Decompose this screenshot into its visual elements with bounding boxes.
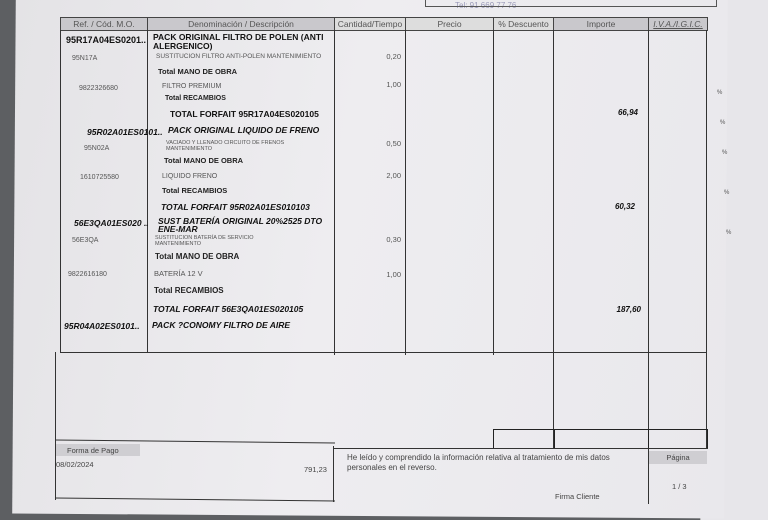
margin-mark: % — [720, 120, 726, 126]
col-desc: Denominación / Descripción — [147, 17, 335, 31]
row-total: Total MANO DE OBRA — [155, 252, 240, 261]
row-total: Total RECAMBIOS — [154, 286, 224, 295]
col-ref: Ref. / Cód. M.O. — [60, 17, 148, 31]
row-total: Total MANO DE OBRA — [158, 67, 238, 76]
payment-date: 08/02/2024 — [56, 460, 94, 469]
row-ref: 95R17A04ES0201.. — [66, 35, 147, 45]
header-phone: Tel: 91 669 77 76 — [455, 1, 517, 10]
rule — [60, 30, 61, 352]
row-desc: BATERÍA 12 V — [154, 269, 203, 278]
payment-amount: 791,23 — [304, 465, 327, 474]
row-qty: 0,30 — [386, 235, 401, 244]
row-amount: 66,94 — [617, 108, 638, 117]
row-total: Total RECAMBIOS — [165, 95, 226, 102]
row-forfait: TOTAL FORFAIT 95R02A01ES010103 — [161, 202, 310, 212]
col-qty: Cantidad/Tiempo — [334, 17, 406, 31]
row-desc: PACK ?CONOMY FILTRO DE AIRE — [152, 320, 291, 330]
row-qty: 1,00 — [386, 270, 401, 279]
row-desc: SUSTITUCION FILTRO ANTI-POLEN MANTENIMIE… — [156, 53, 322, 60]
row-ref: 95R02A01ES0101.. — [87, 127, 163, 137]
rule — [333, 448, 708, 449]
row-ref: 95R04A02ES0101.. — [64, 321, 140, 331]
margin-mark: % — [717, 90, 723, 96]
row-desc: VACIADO Y LLENADO CIRCUITO DE FRENOS MAN… — [166, 140, 285, 152]
row-qty: 0,50 — [386, 139, 401, 148]
row-amount: 60,32 — [614, 202, 635, 211]
row-desc: SUSTITUCION BATERÍA DE SERVICIO MANTENIM… — [155, 235, 254, 247]
rule — [553, 30, 554, 448]
rule — [405, 30, 406, 355]
payment-label: Forma de Pago — [67, 446, 119, 455]
margin-mark: % — [726, 230, 732, 236]
col-vat: I.V.A./I.G.I.C. — [648, 17, 708, 31]
row-qty: 1,00 — [386, 80, 401, 89]
row-desc: PACK ORIGINAL FILTRO DE POLEN (ANTI ALER… — [153, 32, 324, 51]
total-box — [554, 429, 649, 449]
row-desc: SUST BATERÍA ORIGINAL 20%2525 DTO ENE-MA… — [158, 216, 323, 234]
row-desc: PACK ORIGINAL LIQUIDO DE FRENO — [168, 125, 320, 135]
rule — [55, 352, 56, 500]
row-desc: LIQUIDO FRENO — [162, 173, 218, 180]
rule — [648, 448, 649, 504]
margin-mark: % — [722, 150, 728, 156]
rule — [648, 30, 649, 448]
row-total: Total MANO DE OBRA — [164, 156, 244, 165]
rule — [333, 446, 334, 502]
row-ref: 56E3QA — [72, 237, 99, 244]
page-label: Página — [649, 451, 707, 464]
row-ref: 9822616180 — [68, 271, 107, 278]
total-box — [648, 429, 708, 449]
row-ref: 95N02A — [84, 145, 110, 152]
page-value: 1 / 3 — [672, 482, 687, 491]
row-qty: 2,00 — [386, 171, 401, 180]
rule — [493, 30, 494, 355]
row-ref: 1610725580 — [80, 174, 119, 181]
col-amount: Importe — [553, 17, 649, 31]
signature-label: Firma Cliente — [555, 492, 600, 501]
row-amount: 187,60 — [616, 305, 641, 314]
row-desc: FILTRO PREMIUM — [162, 83, 222, 90]
margin-mark: % — [724, 190, 730, 196]
rule — [334, 30, 335, 355]
row-forfait: TOTAL FORFAIT 56E3QA01ES020105 — [153, 304, 304, 314]
total-box — [493, 429, 555, 449]
row-ref: 95N17A — [72, 55, 98, 62]
col-price: Precio — [405, 17, 494, 31]
header-box — [425, 0, 717, 7]
row-qty: 0,20 — [386, 52, 401, 61]
col-discount: % Descuento — [493, 17, 554, 31]
row-ref: 56E3QA01ES020 .. — [74, 218, 149, 228]
rule — [706, 30, 707, 448]
row-ref: 9822326680 — [79, 85, 118, 92]
privacy-text: He leído y comprendido la información re… — [347, 453, 610, 472]
rule — [147, 30, 148, 352]
payment-label-bg — [56, 444, 140, 456]
rule — [60, 352, 706, 353]
row-total: Total RECAMBIOS — [162, 186, 228, 195]
row-forfait: TOTAL FORFAIT 95R17A04ES020105 — [170, 109, 319, 119]
